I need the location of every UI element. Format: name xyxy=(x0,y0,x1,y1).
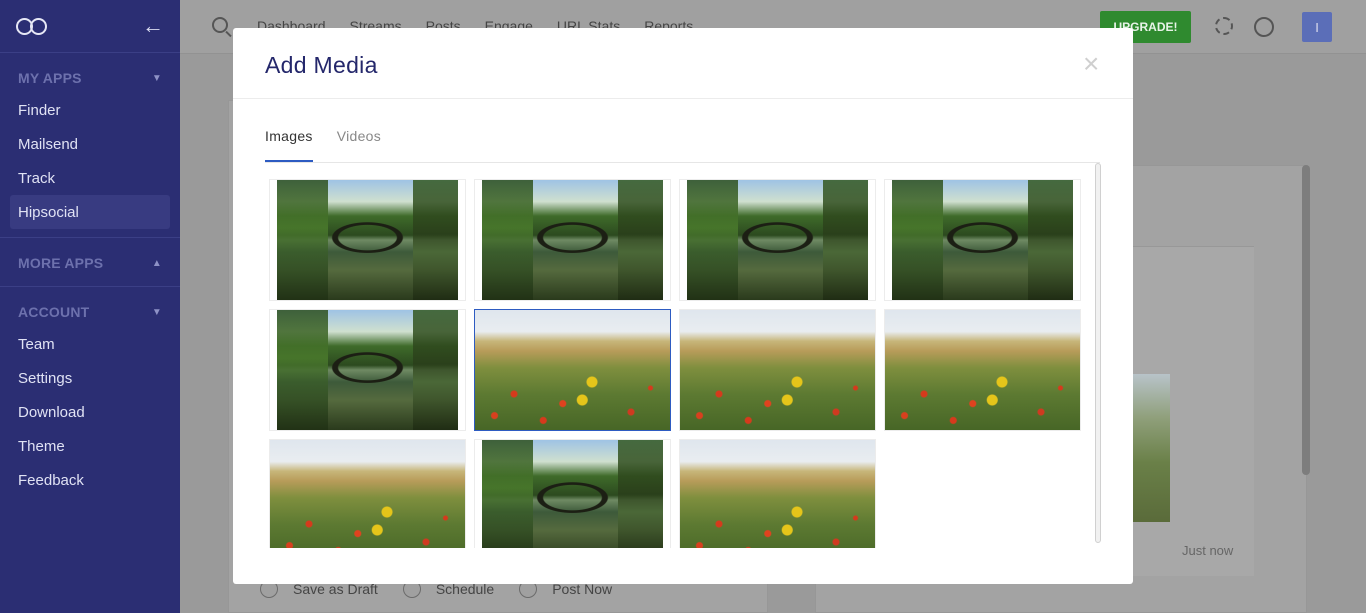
bridge-photo xyxy=(687,180,868,300)
sidebar-item-settings[interactable]: Settings xyxy=(18,369,73,387)
save-draft-label: Save as Draft xyxy=(293,581,378,597)
media-tabs: Images Videos xyxy=(265,128,1100,163)
chevron-down-icon: ▼ xyxy=(151,306,162,318)
schedule-label: Schedule xyxy=(435,581,495,597)
bridge-photo xyxy=(277,310,458,430)
sidebar-item-track[interactable]: Track xyxy=(18,169,55,187)
bridge-photo xyxy=(482,440,663,548)
chevron-up-icon: ▲ xyxy=(151,257,162,269)
flower-field-photo xyxy=(680,440,875,548)
section-header-account[interactable]: ACCOUNT ▼ xyxy=(10,297,170,327)
user-icon[interactable] xyxy=(1254,17,1274,37)
tab-images[interactable]: Images xyxy=(265,128,313,162)
bridge-photo xyxy=(482,180,663,300)
sidebar-item-finder[interactable]: Finder xyxy=(18,101,61,119)
preview-image xyxy=(1133,374,1170,522)
section-header-my-apps[interactable]: MY APPS ▼ xyxy=(10,63,170,93)
search-icon[interactable] xyxy=(212,17,228,33)
media-thumbnail[interactable] xyxy=(269,309,466,431)
grid-scrollbar[interactable] xyxy=(1095,163,1101,543)
tab-videos[interactable]: Videos xyxy=(336,128,382,144)
post-options: Save as Draft Schedule Post Now xyxy=(260,580,637,598)
sidebar-header: ← xyxy=(0,0,180,53)
sidebar-item-download[interactable]: Download xyxy=(18,403,85,421)
sidebar-section-more-apps: MORE APPS ▲ xyxy=(0,238,180,287)
media-thumbnail[interactable] xyxy=(269,179,466,301)
media-thumbnail[interactable] xyxy=(884,179,1081,301)
media-thumbnail[interactable] xyxy=(679,439,876,548)
media-thumbnail[interactable] xyxy=(474,439,671,548)
media-thumbnail[interactable] xyxy=(474,179,671,301)
flower-field-photo xyxy=(885,310,1080,430)
sidebar-item-feedback[interactable]: Feedback xyxy=(18,471,84,489)
modal-title: Add Media xyxy=(265,52,378,78)
sidebar-section-my-apps: MY APPS ▼ Finder Mailsend Track Hipsocia… xyxy=(0,53,180,238)
gear-icon[interactable] xyxy=(1215,17,1233,35)
section-title: ACCOUNT xyxy=(18,304,90,320)
sidebar-item-hipsocial[interactable]: Hipsocial xyxy=(10,195,170,229)
bridge-photo xyxy=(277,180,458,300)
preview-timestamp: Just now xyxy=(1182,543,1234,558)
flower-field-photo xyxy=(475,310,670,430)
media-thumbnail[interactable] xyxy=(269,439,466,548)
page-scrollbar[interactable] xyxy=(1302,165,1310,475)
sidebar-section-account: ACCOUNT ▼ Team Settings Download Theme F… xyxy=(0,287,180,505)
section-header-more-apps[interactable]: MORE APPS ▲ xyxy=(10,248,170,278)
media-thumbnail[interactable] xyxy=(474,309,671,431)
media-thumbnail[interactable] xyxy=(884,309,1081,431)
flower-field-photo xyxy=(270,440,465,548)
avatar[interactable]: I xyxy=(1302,12,1332,42)
close-icon[interactable]: × xyxy=(1083,48,1100,79)
logo-icon[interactable] xyxy=(16,16,52,36)
sidebar-item-mailsend[interactable]: Mailsend xyxy=(18,135,79,153)
sidebar-item-team[interactable]: Team xyxy=(18,335,55,353)
modal-divider xyxy=(233,98,1133,99)
media-thumbnail[interactable] xyxy=(679,179,876,301)
collapse-arrow-icon[interactable]: ← xyxy=(142,13,164,38)
add-media-modal: Add Media × Images Videos xyxy=(233,28,1133,584)
sidebar: ← MY APPS ▼ Finder Mailsend Track Hipsoc… xyxy=(0,0,180,613)
sidebar-item-theme[interactable]: Theme xyxy=(18,437,65,455)
post-now-label: Post Now xyxy=(552,581,613,597)
flower-field-photo xyxy=(680,310,875,430)
chevron-down-icon: ▼ xyxy=(151,72,162,84)
section-title: MY APPS xyxy=(18,70,82,86)
image-grid xyxy=(265,163,1100,548)
media-thumbnail[interactable] xyxy=(679,309,876,431)
section-title: MORE APPS xyxy=(18,255,104,271)
bridge-photo xyxy=(892,180,1073,300)
